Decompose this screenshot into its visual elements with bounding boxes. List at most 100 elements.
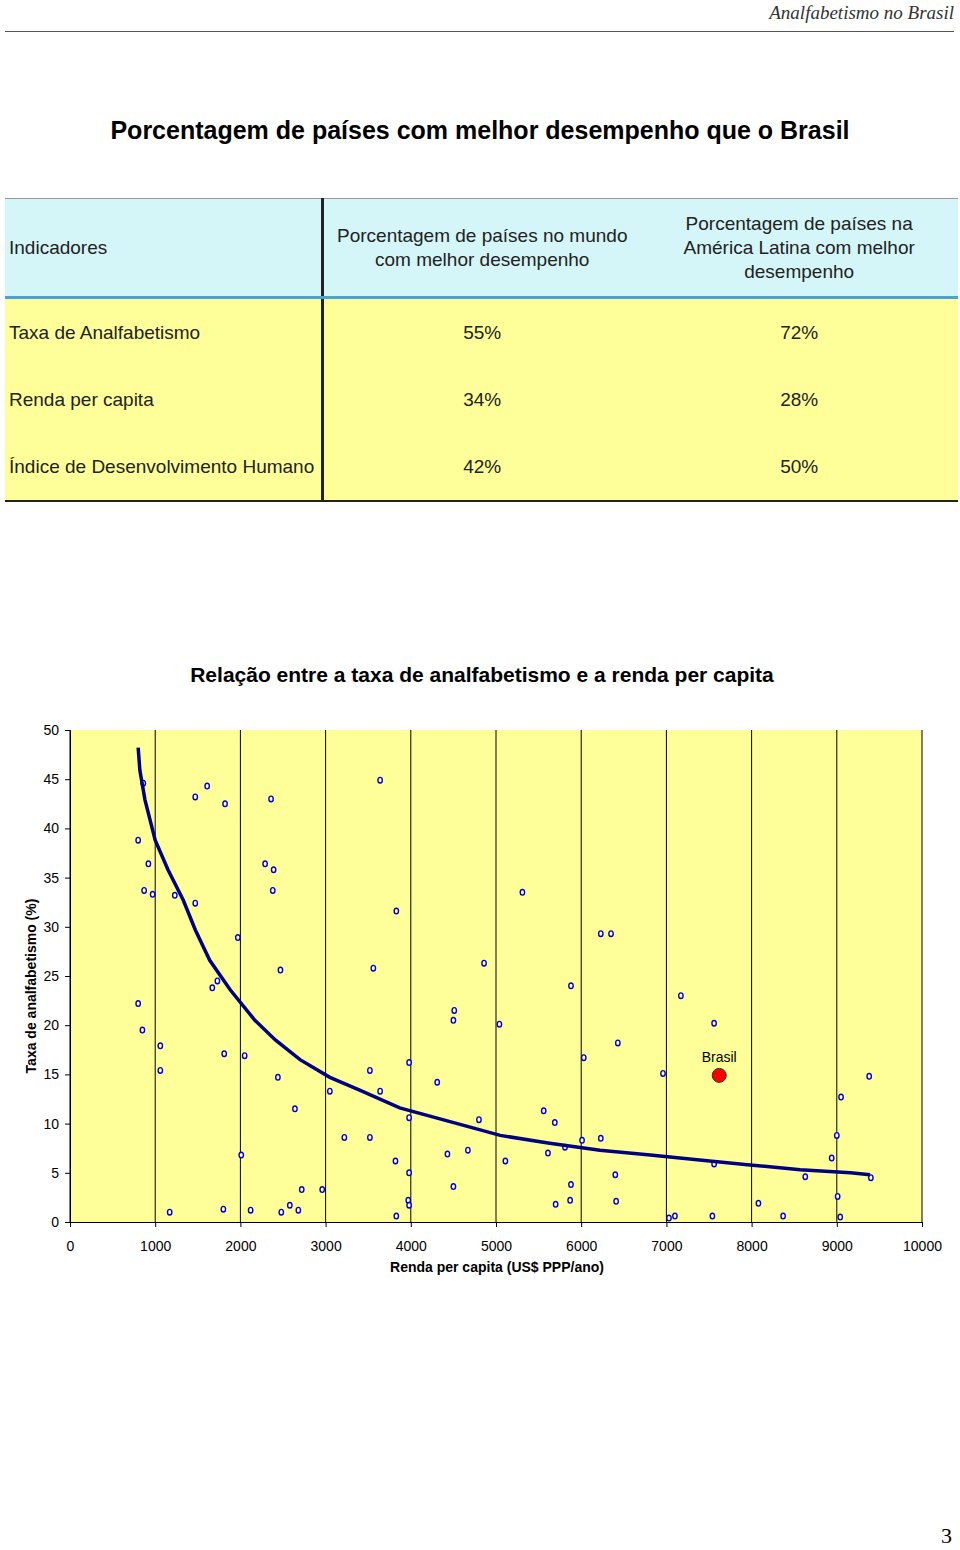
tick-mark (65, 927, 70, 928)
tick-label: 0 (51, 1214, 59, 1230)
country-point (838, 1214, 842, 1220)
marks (136, 748, 873, 1221)
tick: 15 (43, 1066, 70, 1082)
tick-label: 10 (43, 1116, 59, 1132)
table-row: Renda per capita34%28% (5, 366, 958, 433)
tick-mark (65, 1074, 70, 1075)
tick-label: 9000 (822, 1238, 853, 1254)
table-cell: 34% (323, 366, 641, 433)
country-point (210, 985, 214, 991)
tick: 7000 (651, 1222, 682, 1254)
tick: 45 (43, 771, 70, 787)
tick-mark (65, 1173, 70, 1174)
mark-labels: Brasil (702, 1049, 737, 1065)
country-point (193, 900, 197, 906)
country-point (553, 1201, 557, 1207)
grid-line (155, 730, 156, 1222)
country-point (279, 1209, 283, 1215)
tick-mark (65, 828, 70, 829)
tick-mark (65, 730, 70, 731)
table-cell: 42% (323, 433, 641, 501)
tick-label: 1000 (140, 1238, 171, 1254)
tick: 20 (43, 1017, 70, 1033)
page-title: Porcentagem de países com melhor desempe… (0, 116, 960, 145)
tick: 5 (51, 1165, 70, 1181)
country-point (300, 1187, 304, 1193)
country-point (263, 861, 267, 867)
country-point (599, 1136, 603, 1142)
country-point (582, 1055, 586, 1061)
country-point (616, 1040, 620, 1046)
country-point (477, 1117, 481, 1123)
tick-label: 20 (43, 1017, 59, 1033)
grid-line (922, 730, 923, 1222)
country-point (328, 1088, 332, 1094)
country-point (667, 1215, 671, 1221)
tick-mark (581, 1222, 582, 1227)
table-row: Taxa de Analfabetismo55%72% (5, 298, 958, 367)
country-point (150, 892, 154, 898)
country-point (542, 1108, 546, 1114)
tick-mark (65, 779, 70, 780)
x-axis-title: Renda per capita (US$ PPP/ano) (390, 1259, 604, 1275)
tick-mark (837, 1222, 838, 1227)
tick-label: 35 (43, 870, 59, 886)
country-point (503, 1158, 507, 1164)
table-cell: Renda per capita (5, 366, 323, 433)
country-point (271, 867, 275, 873)
country-point (167, 1209, 171, 1215)
country-point (553, 1120, 557, 1126)
grid-line (666, 730, 667, 1222)
tick-mark (65, 878, 70, 879)
tick-mark (155, 1222, 156, 1227)
tick-mark (65, 1222, 70, 1223)
tick: 40 (43, 820, 70, 836)
plot-area (70, 730, 922, 1222)
grid-line (410, 730, 411, 1222)
tick-mark (240, 1222, 241, 1227)
country-point (599, 931, 603, 937)
country-point (451, 1184, 455, 1190)
table-head: IndicadoresPorcentagem de países no mund… (5, 199, 958, 298)
point-label: Brasil (702, 1049, 737, 1065)
tick-label: 5000 (481, 1238, 512, 1254)
y-axis-title: Taxa de analfabetismo (%) (23, 899, 39, 1074)
country-point (223, 801, 227, 807)
country-point (394, 1213, 398, 1219)
tick-mark (496, 1222, 497, 1227)
tick-mark (326, 1222, 327, 1227)
tick: 50 (43, 722, 70, 738)
country-point (142, 888, 146, 894)
country-point (271, 888, 275, 894)
country-point (215, 978, 219, 984)
country-point (394, 908, 398, 914)
chart-title: Relação entre a taxa de analfabetismo e … (190, 663, 774, 686)
country-point (452, 1008, 456, 1014)
tick-label: 0 (67, 1238, 75, 1254)
country-point (712, 1020, 716, 1026)
country-point (435, 1079, 439, 1085)
tick-label: 10000 (903, 1238, 942, 1254)
country-point (661, 1071, 665, 1077)
country-point (756, 1201, 760, 1207)
country-point (497, 1021, 501, 1027)
country-point (378, 777, 382, 783)
country-point (269, 796, 273, 802)
country-point (221, 1206, 225, 1212)
tick: 1000 (140, 1222, 171, 1254)
country-point (839, 1094, 843, 1100)
grid (70, 730, 922, 1222)
country-point (546, 1150, 550, 1156)
country-point (193, 794, 197, 800)
tick: 3000 (311, 1222, 342, 1254)
country-point (288, 1202, 292, 1208)
country-point (466, 1147, 470, 1153)
country-point (276, 1075, 280, 1081)
table-cell: Taxa de Analfabetismo (5, 298, 323, 367)
tick: 0 (51, 1214, 70, 1230)
header-row: IndicadoresPorcentagem de países no mund… (5, 199, 958, 298)
tick: 30 (43, 919, 70, 935)
table-cell: 50% (640, 433, 958, 501)
country-point (710, 1213, 714, 1219)
tick-label: 6000 (566, 1238, 597, 1254)
